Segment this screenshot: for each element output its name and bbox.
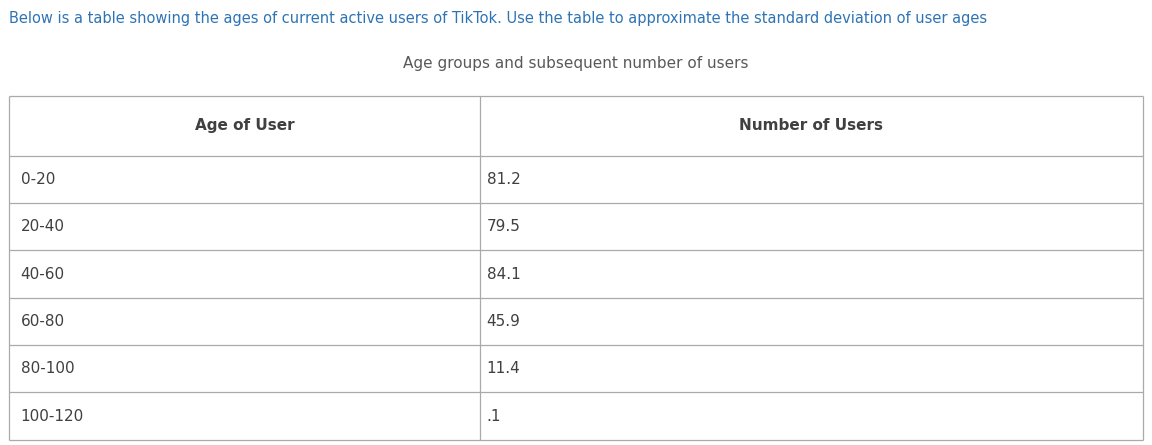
- Text: 60-80: 60-80: [21, 314, 65, 329]
- Text: .1: .1: [486, 409, 501, 424]
- Text: Age groups and subsequent number of users: Age groups and subsequent number of user…: [403, 56, 749, 71]
- Text: Number of Users: Number of Users: [740, 118, 884, 133]
- Text: 0-20: 0-20: [21, 172, 55, 187]
- Text: 11.4: 11.4: [486, 361, 521, 376]
- Text: 81.2: 81.2: [486, 172, 521, 187]
- Text: 100-120: 100-120: [21, 409, 84, 424]
- Text: 40-60: 40-60: [21, 267, 65, 282]
- Text: 84.1: 84.1: [486, 267, 521, 282]
- Text: Below is a table showing the ages of current active users of TikTok. Use the tab: Below is a table showing the ages of cur…: [9, 11, 987, 26]
- Text: Age of User: Age of User: [195, 118, 294, 133]
- Text: 79.5: 79.5: [486, 219, 521, 234]
- Text: 45.9: 45.9: [486, 314, 521, 329]
- Text: 20-40: 20-40: [21, 219, 65, 234]
- Text: 80-100: 80-100: [21, 361, 75, 376]
